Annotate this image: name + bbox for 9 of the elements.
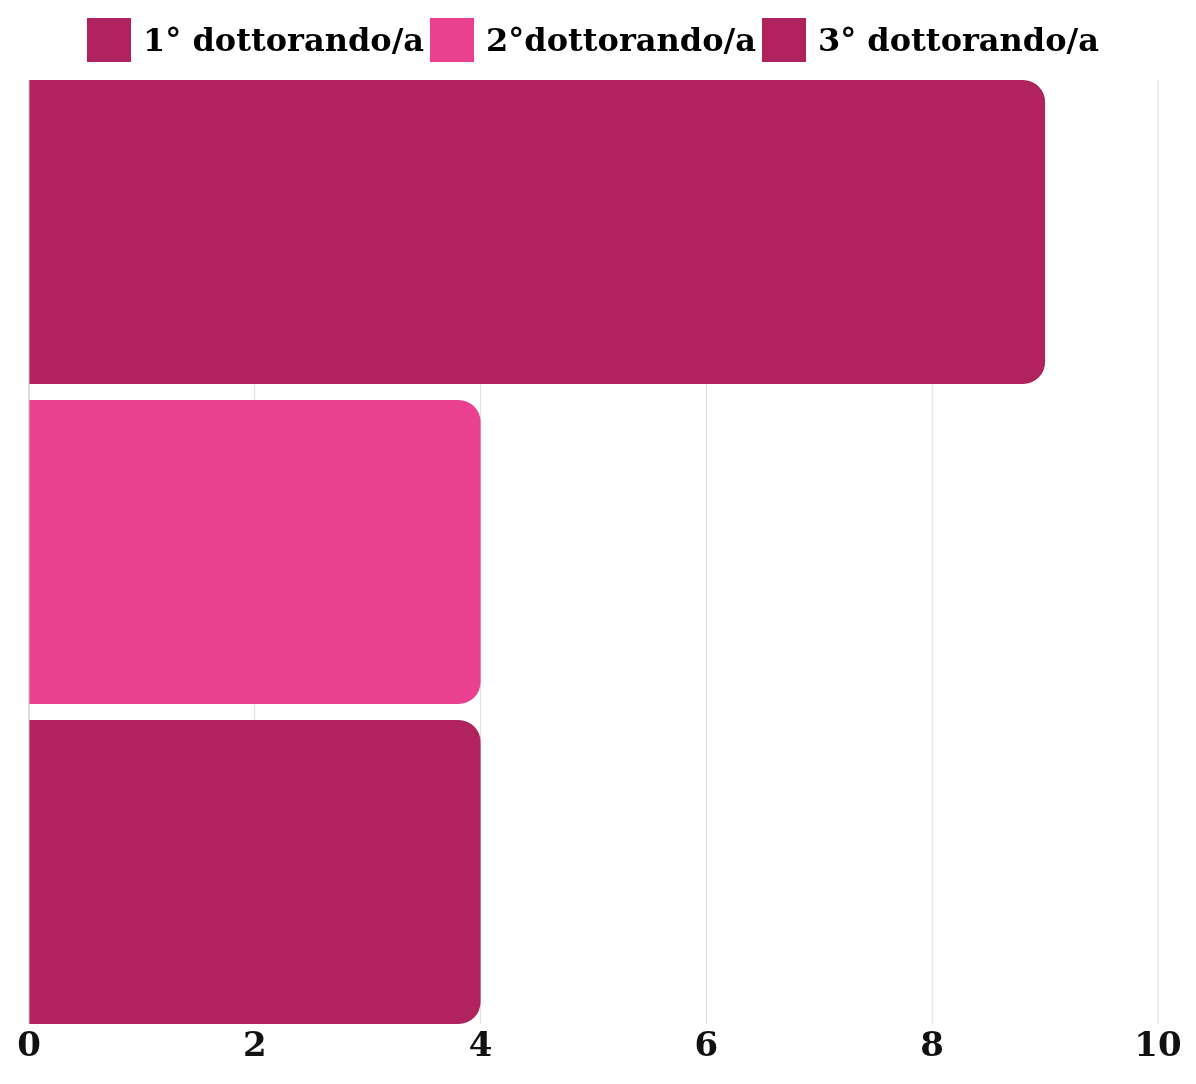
x-tick-label: 4 [468, 1024, 493, 1065]
legend-label: 3° dottorando/a [817, 21, 1099, 59]
legend-label: 1° dottorando/a [143, 21, 425, 59]
legend-label: 2°dottorando/a [486, 21, 756, 59]
x-tick-label: 10 [1134, 1024, 1182, 1065]
x-tick-label: 6 [694, 1024, 719, 1065]
x-tick-label: 8 [920, 1024, 945, 1065]
x-tick-label: 0 [17, 1024, 41, 1065]
x-tick-label: 2 [242, 1024, 267, 1065]
